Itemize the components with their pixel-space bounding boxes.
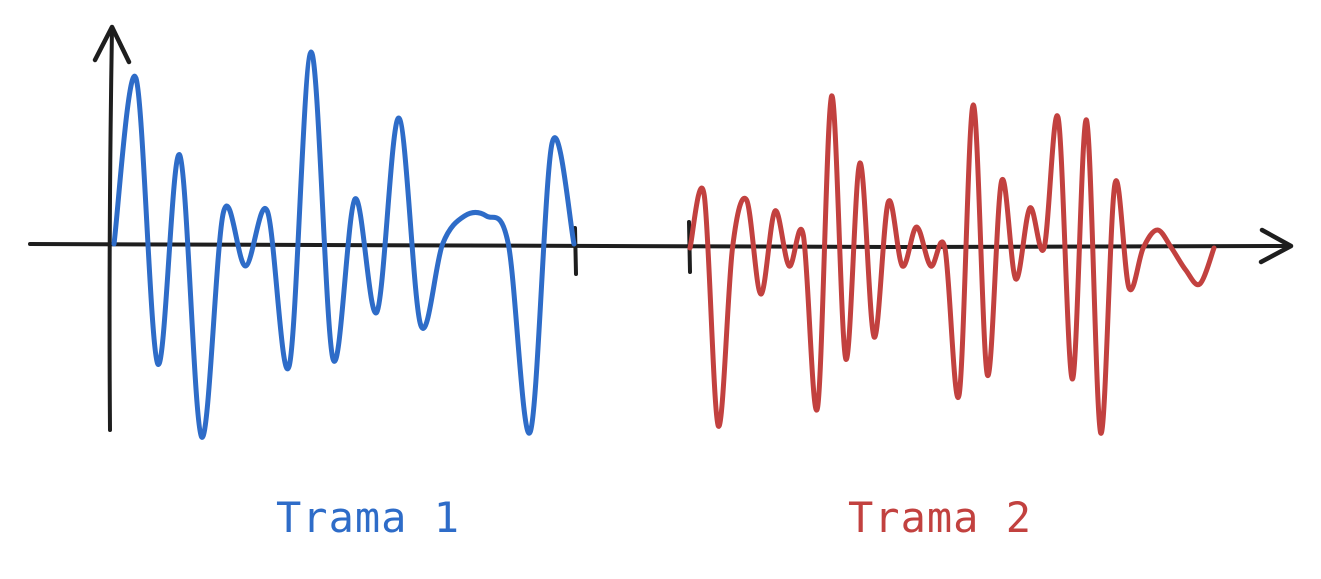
frame-1-waveform: [111, 49, 577, 440]
frame-2-waveform: [687, 93, 1217, 436]
amplitude-axis-line: [107, 26, 114, 432]
frame-2-label: Trama 2: [848, 493, 1033, 542]
frame-1-end-tick: [573, 226, 578, 276]
amplitude-axis-arrowhead: [92, 24, 132, 65]
time-axis-arrowhead: [1258, 227, 1294, 265]
amplitude-axis: [92, 24, 132, 432]
frame-1-label: Trama 1: [276, 493, 461, 542]
